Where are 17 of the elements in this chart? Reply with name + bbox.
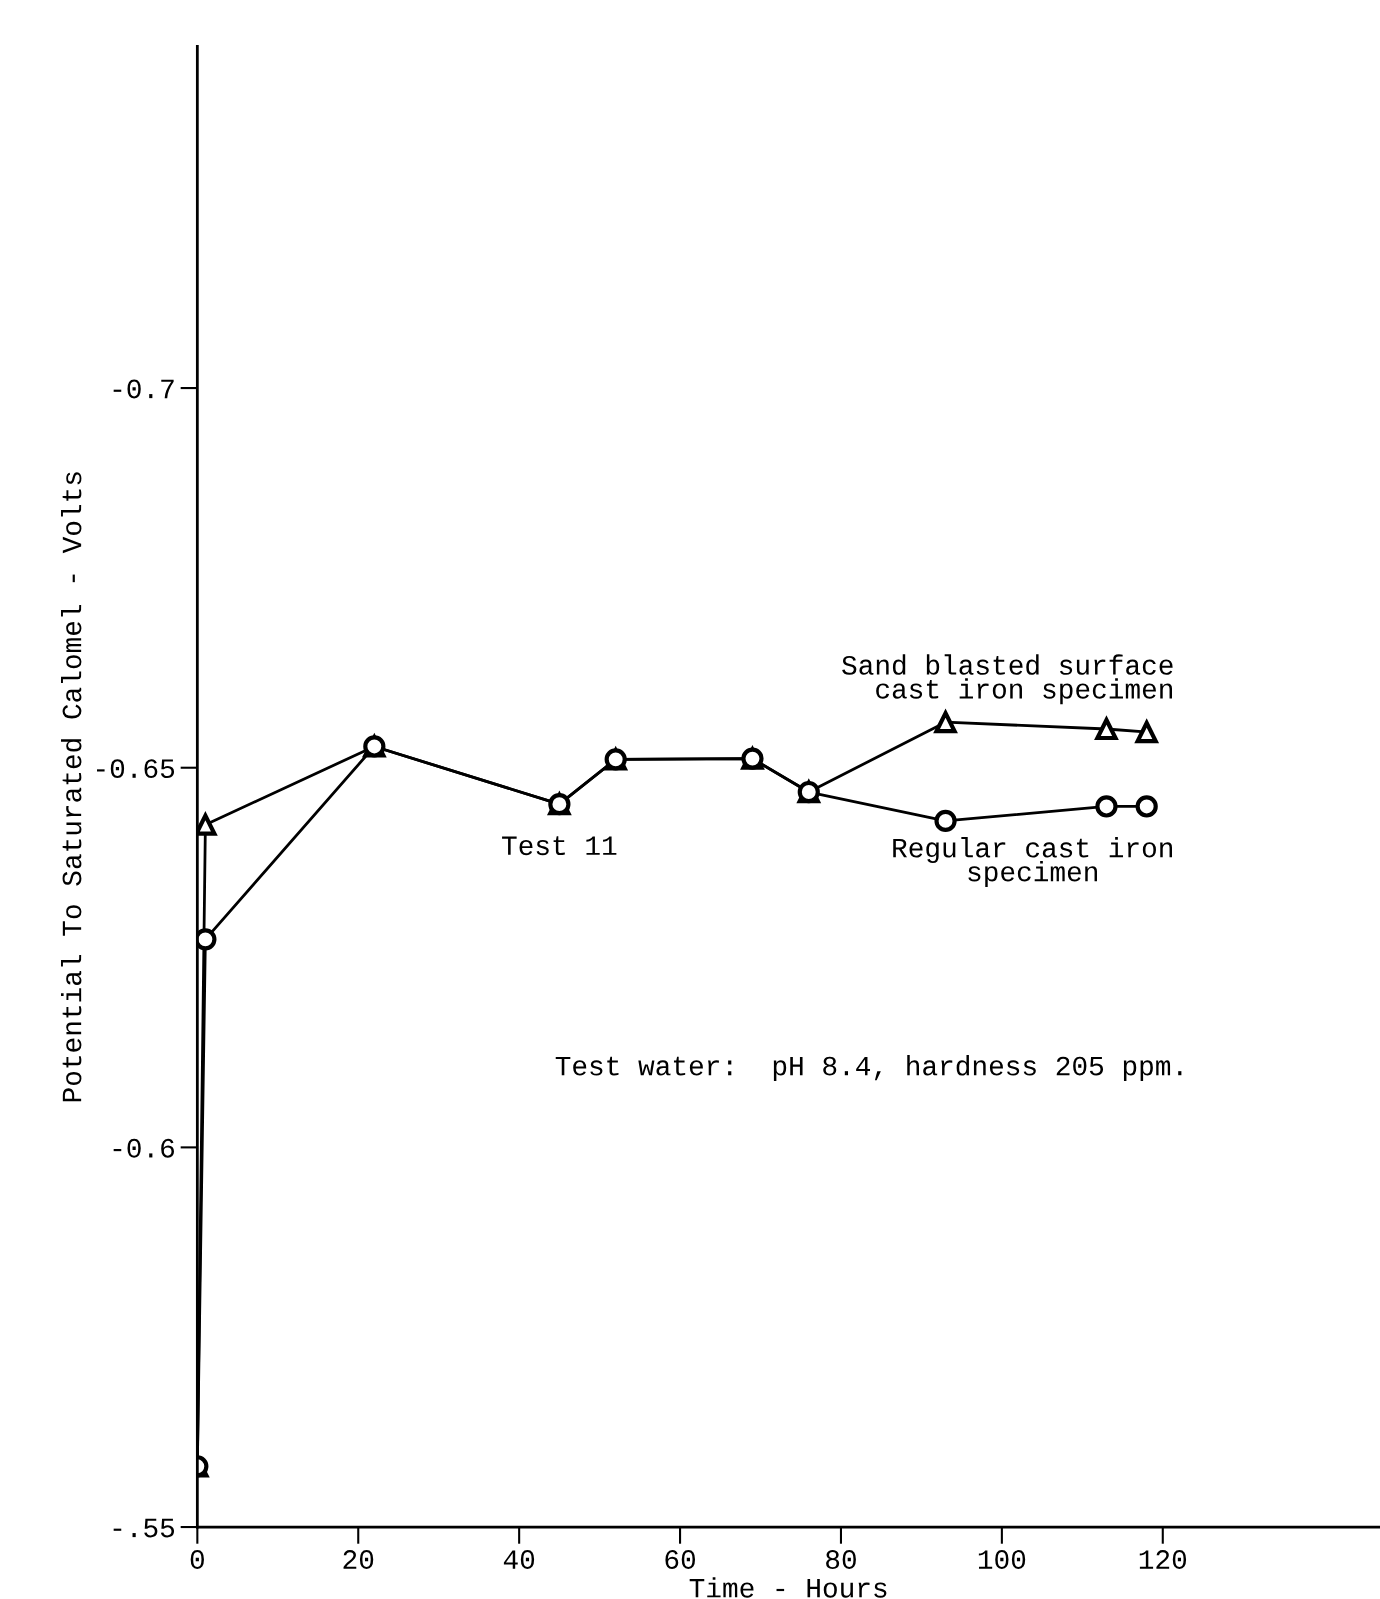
annotation: Test 11 — [502, 836, 617, 856]
x-tick-label: 100 — [978, 1550, 1026, 1569]
x-tick-label: 40 — [503, 1550, 535, 1569]
y-tick-label: -0.65 — [96, 759, 175, 779]
y-axis-title: Potential To Saturated Calomel - Volts — [61, 472, 82, 1102]
y-tick-label: -.55 — [113, 1518, 175, 1538]
x-tick-label: 0 — [190, 1550, 204, 1569]
series-label: Sand blasted surface cast iron specimen — [842, 654, 1173, 705]
series-label: Regular cast iron specimen — [893, 837, 1172, 887]
x-axis-title: Time - Hours — [689, 1577, 887, 1598]
y-tick-label: -0.7 — [113, 379, 174, 399]
annotation: Test water: pH 8.4, hardness 205 ppm. — [555, 1055, 1182, 1081]
y-tick-label: -0.6 — [113, 1138, 174, 1158]
x-tick-label: 60 — [665, 1550, 696, 1569]
x-tick-label: 120 — [1139, 1550, 1187, 1569]
x-tick-label: 80 — [826, 1550, 856, 1569]
x-tick-label: 20 — [343, 1550, 374, 1569]
